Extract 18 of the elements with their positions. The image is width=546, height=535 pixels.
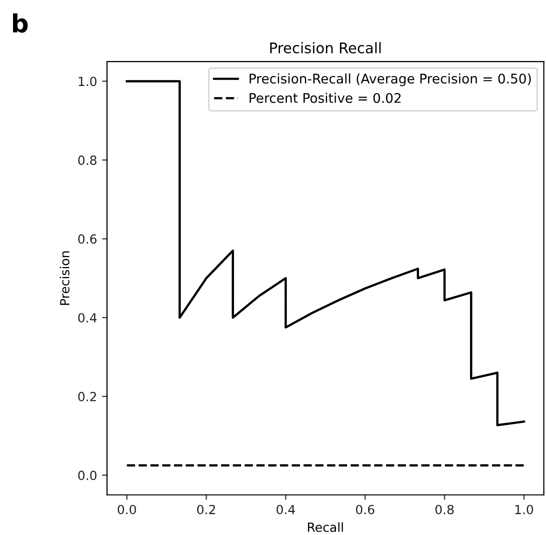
chart-title: Precision Recall: [270, 42, 381, 54]
x-tick-label: 0.6: [356, 504, 374, 514]
y-tick-label: 0.4: [78, 313, 97, 323]
x-tick-label: 0.8: [435, 504, 454, 514]
x-axis-title: Recall: [308, 522, 343, 532]
x-tick-label: 0.2: [197, 504, 215, 514]
text: b: [13, 13, 28, 33]
y-axis-title: Precision: [60, 251, 70, 305]
legend-label: Precision-Recall (Average Precision = 0.50): [250, 73, 531, 86]
x-tick-label: 0.0: [118, 504, 136, 514]
y-tick-label: 0.6: [78, 234, 97, 244]
legend-label: Percent Positive = 0.02: [250, 92, 401, 103]
x-tick-label: 1.0: [515, 504, 534, 514]
y-tick-label: 0.0: [78, 470, 96, 480]
y-tick-label: 0.8: [78, 155, 96, 165]
x-tick-label: 0.4: [276, 504, 295, 514]
y-tick-label: 0.2: [78, 392, 96, 402]
y-tick-label: 1.0: [78, 76, 96, 86]
